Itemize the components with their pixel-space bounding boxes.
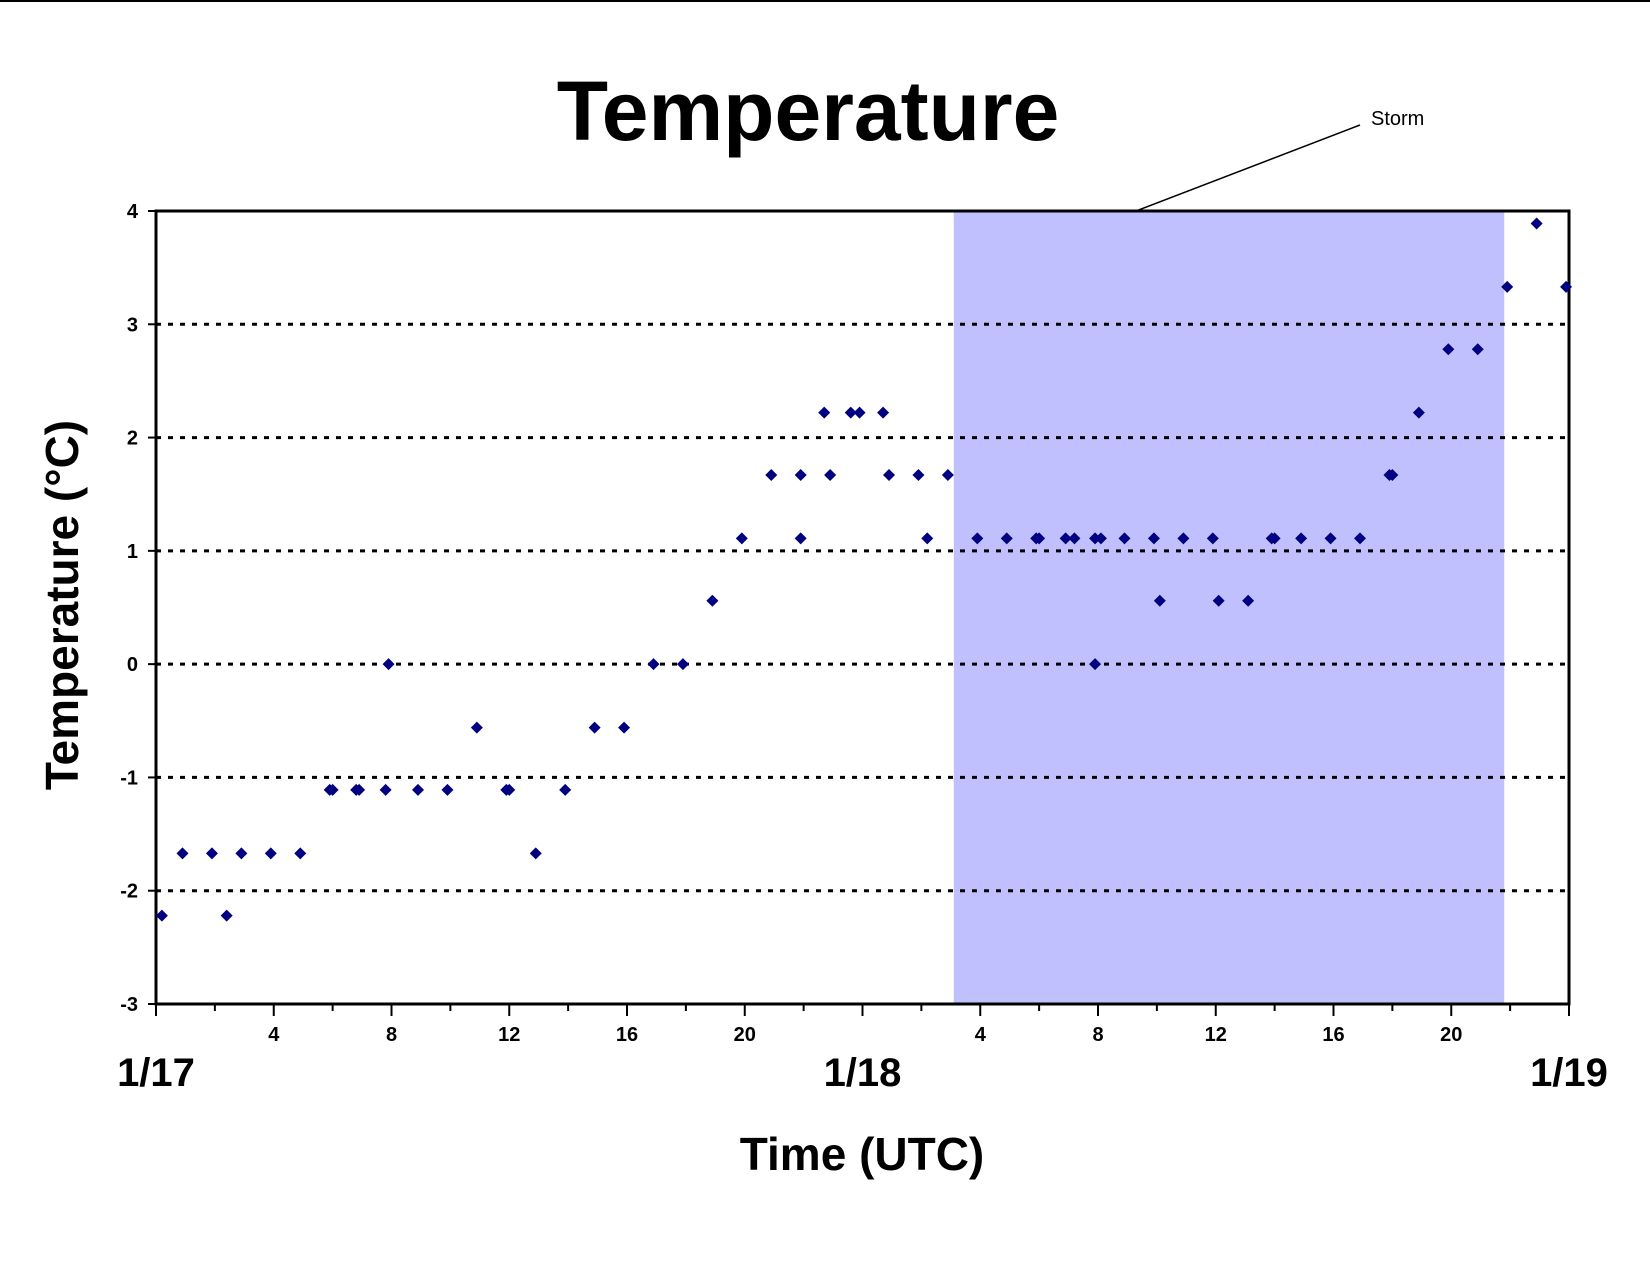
data-point xyxy=(824,468,837,481)
data-point xyxy=(1177,532,1190,545)
data-point xyxy=(1268,532,1281,545)
data-point xyxy=(1324,532,1337,545)
y-axis-title: Temperature (°C) xyxy=(36,420,88,790)
y-tick-label: -2 xyxy=(120,881,138,903)
data-point xyxy=(1000,532,1013,545)
data-point xyxy=(1118,532,1131,545)
y-tick-label: 0 xyxy=(127,654,138,676)
data-point xyxy=(1206,532,1219,545)
data-point xyxy=(220,909,233,922)
data-points xyxy=(155,217,1573,922)
data-point xyxy=(1094,532,1107,545)
x-tick-label: 4 xyxy=(268,1024,280,1046)
x-tick-label: 12 xyxy=(1205,1024,1227,1046)
x-axis-title: Time (UTC) xyxy=(740,1128,985,1180)
y-tick-label: -1 xyxy=(120,767,138,789)
data-point xyxy=(1353,532,1366,545)
data-point xyxy=(1153,594,1166,607)
gridlines xyxy=(156,322,1569,893)
y-tick-label: -3 xyxy=(120,994,138,1016)
date-label: 1/17 xyxy=(117,1051,195,1095)
x-tick-label: 8 xyxy=(386,1024,397,1046)
data-point xyxy=(618,721,631,734)
data-point xyxy=(1295,532,1308,545)
x-tick-label: 4 xyxy=(975,1024,987,1046)
storm-label: Storm xyxy=(1371,108,1424,130)
data-point xyxy=(1442,343,1455,356)
data-point xyxy=(1033,532,1046,545)
data-point xyxy=(1212,594,1225,607)
data-point xyxy=(706,594,719,607)
data-point xyxy=(844,406,857,419)
data-point xyxy=(235,847,248,860)
data-point xyxy=(559,783,572,796)
data-point xyxy=(441,783,454,796)
data-point xyxy=(818,406,831,419)
data-point xyxy=(353,783,366,796)
data-point xyxy=(1501,280,1514,293)
data-point xyxy=(1412,406,1425,419)
data-point xyxy=(647,658,660,671)
x-tick-label: 16 xyxy=(1322,1024,1344,1046)
data-point xyxy=(1560,280,1573,293)
data-point xyxy=(529,847,542,860)
data-point xyxy=(971,532,984,545)
data-point xyxy=(1242,594,1255,607)
data-point xyxy=(411,783,424,796)
data-point xyxy=(921,532,934,545)
data-point xyxy=(735,532,748,545)
y-tick-label: 1 xyxy=(127,541,138,563)
data-point xyxy=(853,406,866,419)
x-axis-date-labels: 1/17 1/18 1/19 xyxy=(117,1051,1608,1095)
data-point xyxy=(882,468,895,481)
x-tick-label: 16 xyxy=(616,1024,638,1046)
data-point xyxy=(1530,217,1543,230)
date-label: 1/19 xyxy=(1530,1051,1608,1095)
y-tick-label: 3 xyxy=(127,314,138,336)
data-point xyxy=(877,406,890,419)
data-point xyxy=(676,658,689,671)
data-point xyxy=(794,532,807,545)
data-point xyxy=(1068,532,1081,545)
y-axis-ticks: -3 -2 -1 0 1 2 3 4 xyxy=(120,201,156,1016)
data-point xyxy=(176,847,189,860)
data-point xyxy=(264,847,277,860)
x-tick-label: 20 xyxy=(734,1024,756,1046)
storm-leader-line xyxy=(1135,124,1361,212)
data-point xyxy=(1089,658,1102,671)
y-tick-label: 2 xyxy=(127,428,138,450)
data-point xyxy=(1386,468,1399,481)
top-border-line xyxy=(0,0,1650,2)
x-axis-ticks: 4 8 12 16 20 4 8 12 16 20 xyxy=(155,1004,1570,1046)
data-point xyxy=(912,468,925,481)
data-point xyxy=(1147,532,1160,545)
storm-annotation: Storm xyxy=(1135,108,1424,212)
x-tick-label: 8 xyxy=(1092,1024,1103,1046)
data-point xyxy=(205,847,218,860)
data-point xyxy=(503,783,516,796)
data-point xyxy=(1471,343,1484,356)
x-tick-label: 12 xyxy=(498,1024,520,1046)
data-point xyxy=(1059,532,1072,545)
x-tick-label: 20 xyxy=(1440,1024,1462,1046)
data-point xyxy=(155,909,168,922)
y-tick-label: 4 xyxy=(127,201,139,223)
data-point xyxy=(941,468,954,481)
data-point xyxy=(794,468,807,481)
chart-title: Temperature xyxy=(557,64,1060,158)
storm-region-layer xyxy=(953,211,1505,1004)
storm-region xyxy=(953,211,1505,1004)
data-point xyxy=(379,783,392,796)
data-point xyxy=(294,847,307,860)
data-point xyxy=(470,721,483,734)
date-label: 1/18 xyxy=(824,1051,902,1095)
data-point xyxy=(588,721,601,734)
data-point xyxy=(765,468,778,481)
data-point xyxy=(382,658,395,671)
data-point xyxy=(326,783,339,796)
